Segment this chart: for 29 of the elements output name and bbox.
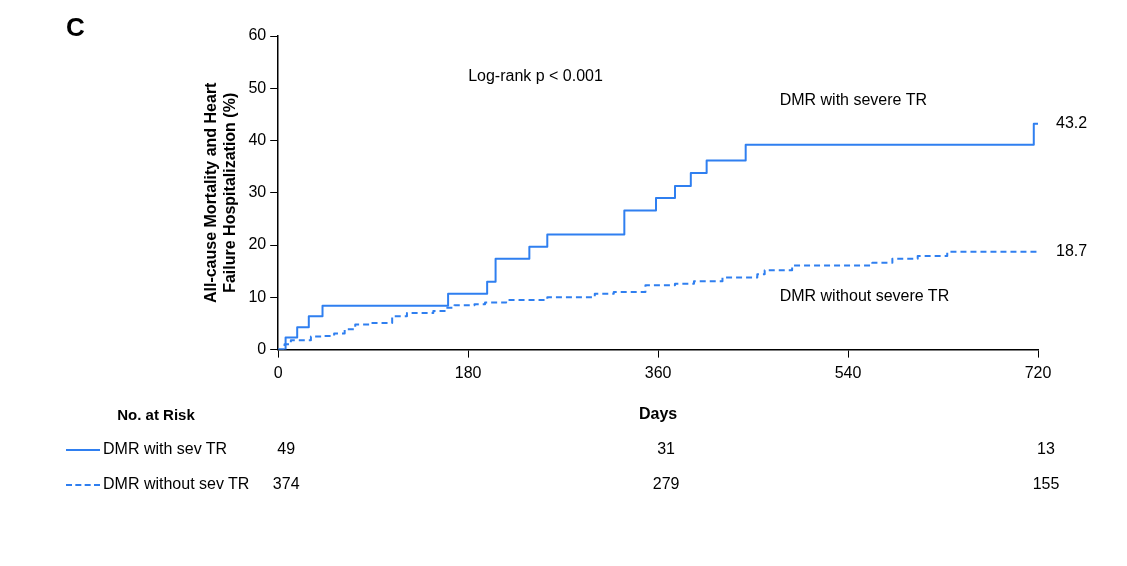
annotation: 18.7 <box>1056 242 1088 260</box>
text: DMR without sev TR <box>103 475 250 493</box>
series-label: DMR without severe TR <box>779 286 950 304</box>
y-tick-label: 0 <box>257 340 267 358</box>
x-axis-title: Days <box>638 404 678 422</box>
text: 155 <box>1032 475 1060 493</box>
y-tick-label: 60 <box>248 26 267 44</box>
y-tick-label: 50 <box>248 78 267 96</box>
x-tick-label: 540 <box>834 363 862 381</box>
text: 13 <box>1037 440 1055 458</box>
text: 49 <box>277 440 296 458</box>
text: No. at Risk <box>117 405 196 423</box>
chart-title: C <box>66 12 85 43</box>
y-tick-label: 10 <box>248 287 267 305</box>
y-tick-label: 40 <box>248 130 267 148</box>
text: DMR with sev TR <box>103 440 228 458</box>
x-tick-label: 180 <box>454 363 482 381</box>
text: DMR with severe TR <box>779 90 927 108</box>
y-tick-label: 30 <box>248 183 267 201</box>
y-tick-label: 20 <box>248 235 267 253</box>
annotation: 43.2 <box>1056 114 1088 132</box>
text: 279 <box>652 475 680 493</box>
x-tick-label: 360 <box>644 363 672 381</box>
y-axis-title: All-cause Mortality and Heart Failure Hospitalization (%) <box>202 81 239 304</box>
x-tick-label: 0 <box>273 363 283 381</box>
text: 374 <box>272 475 300 493</box>
x-tick-label: 720 <box>1024 363 1052 381</box>
text: 31 <box>657 440 676 458</box>
annotation: Log-rank p < 0.001 <box>468 67 604 85</box>
